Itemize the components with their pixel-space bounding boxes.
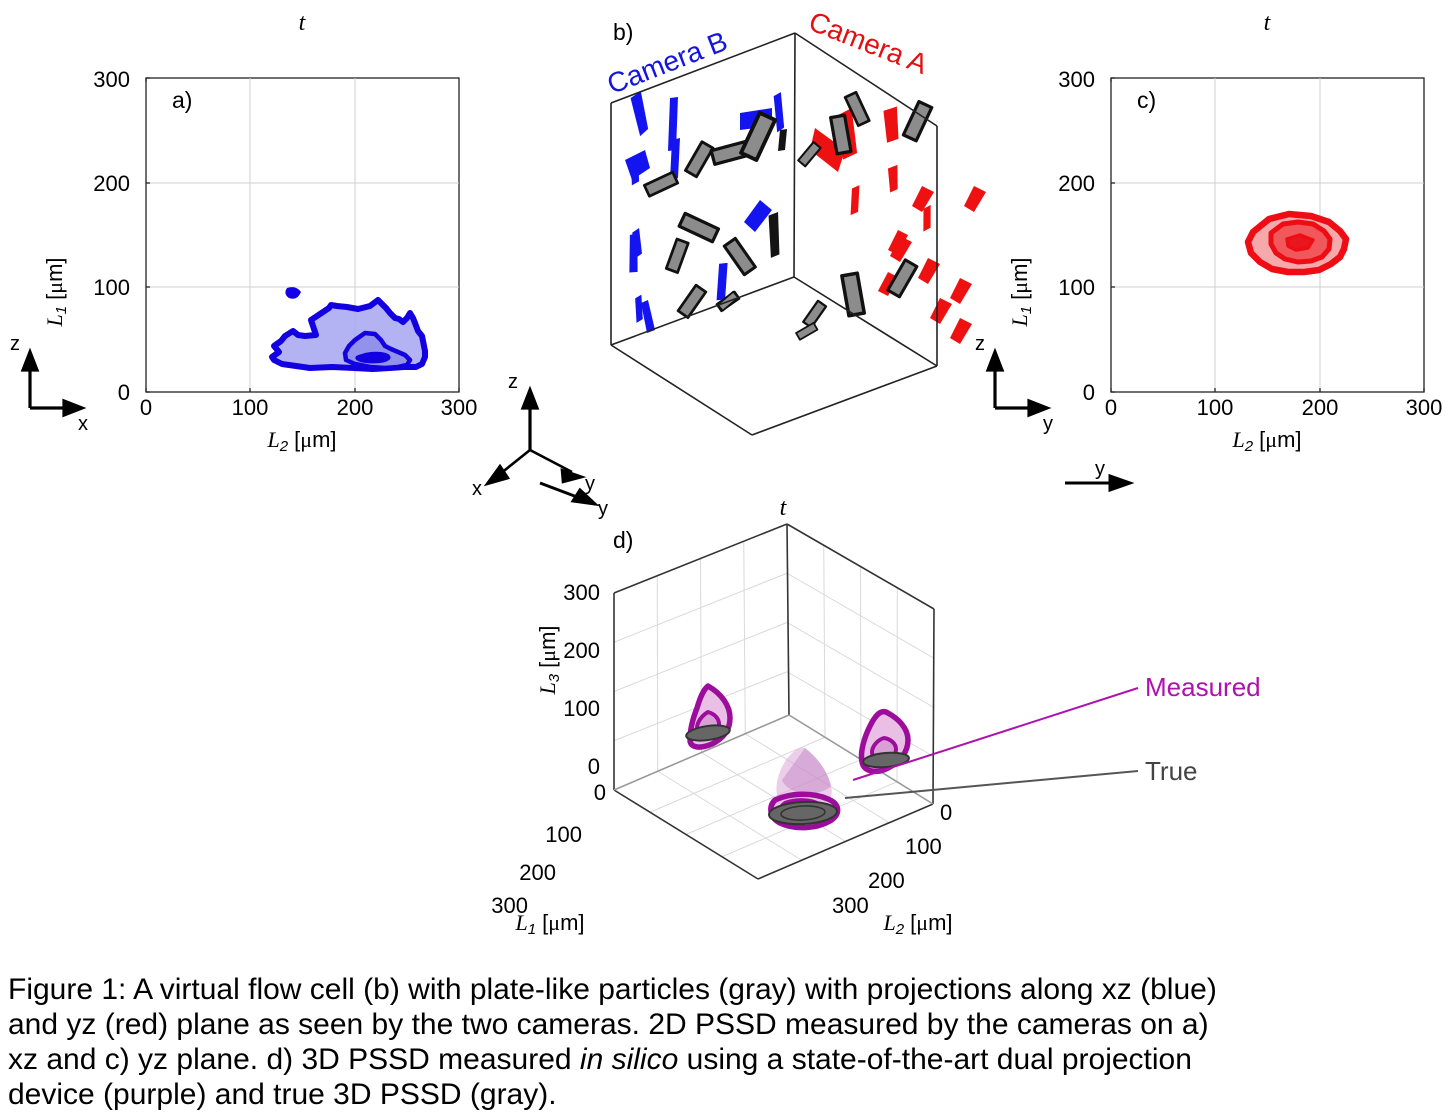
svg-text:100: 100 (563, 696, 600, 721)
svg-text:200: 200 (868, 868, 905, 893)
svg-text:0: 0 (588, 754, 600, 779)
svg-text:y: y (1095, 458, 1105, 480)
svg-text:300: 300 (832, 893, 869, 918)
svg-text:True: True (1145, 756, 1198, 786)
svg-text:t: t (780, 495, 788, 521)
svg-text:100: 100 (905, 834, 942, 859)
svg-text:300: 300 (563, 580, 600, 605)
svg-text:200: 200 (563, 638, 600, 663)
svg-text:L2 [μm]: L2 [μm] (882, 910, 952, 938)
svg-text:0: 0 (594, 780, 606, 805)
svg-text:L1 [μm]: L1 [μm] (514, 910, 584, 938)
svg-text:200: 200 (519, 860, 556, 885)
svg-text:y: y (598, 498, 608, 520)
svg-text:100: 100 (545, 822, 582, 847)
svg-text:Measured: Measured (1145, 672, 1261, 702)
svg-text:d): d) (613, 527, 633, 553)
svg-text:L3 [μm]: L3 [μm] (535, 625, 563, 695)
svg-text:0: 0 (940, 800, 952, 825)
